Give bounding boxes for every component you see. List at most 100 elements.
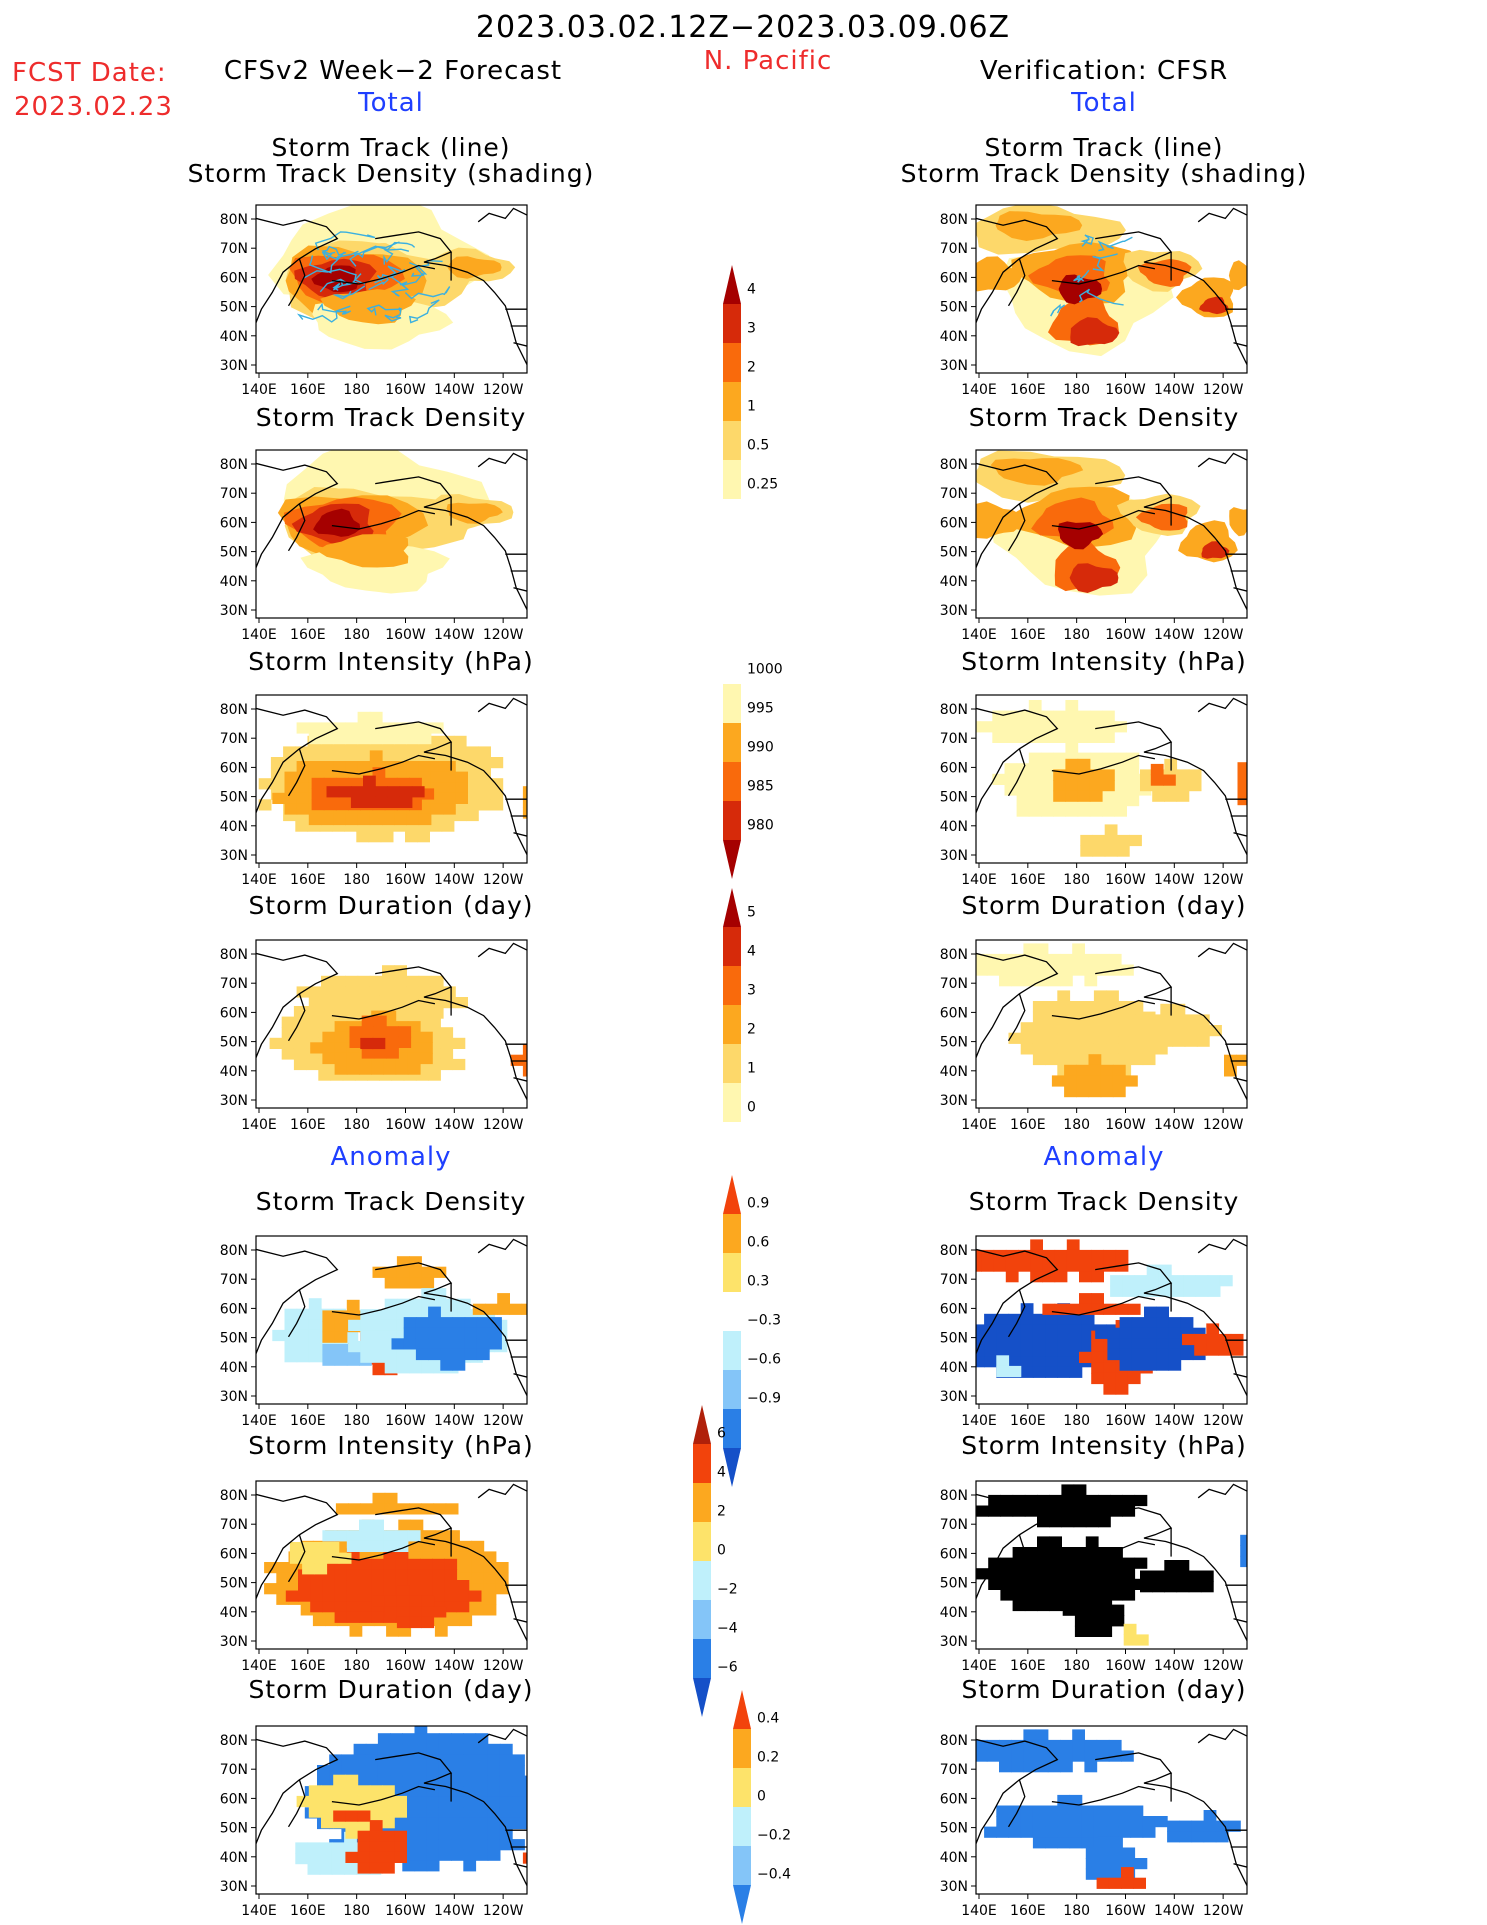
shaded-cell xyxy=(1087,1594,1100,1606)
y-tick-label: 70N xyxy=(940,486,968,502)
coastline xyxy=(1233,1618,1247,1623)
shaded-cell xyxy=(410,1519,424,1531)
shaded-cell xyxy=(426,1796,440,1808)
map-panel: 140E 160E 180 160W 140W 120W80N70N60N50N40N30… xyxy=(220,1725,528,1919)
shaded-cell xyxy=(453,799,467,811)
shaded-cell xyxy=(1098,1557,1111,1569)
shaded-cell xyxy=(382,771,395,783)
y-tick-label: 70N xyxy=(220,731,248,747)
shaded-cell xyxy=(1196,1025,1210,1037)
shaded-cell xyxy=(331,1863,345,1875)
shaded-cell xyxy=(1152,790,1165,802)
shaded-cell xyxy=(1118,1053,1132,1066)
y-tick-label: 30N xyxy=(940,848,968,864)
shaded-cell xyxy=(296,1308,310,1320)
shaded-cell xyxy=(1098,1494,1111,1507)
shaded-cell xyxy=(1020,1022,1034,1034)
shaded-cell xyxy=(986,953,1000,966)
shaded-cell xyxy=(308,986,322,998)
shaded-cell xyxy=(1084,953,1098,966)
shaded-cell xyxy=(321,975,334,987)
shaded-cell xyxy=(1064,1064,1077,1076)
shaded-cell xyxy=(1206,1344,1220,1356)
shaded-region xyxy=(313,508,361,537)
shaded-cell xyxy=(1023,953,1037,966)
shaded-cell xyxy=(993,1260,1007,1272)
shaded-cell xyxy=(1119,1348,1133,1361)
shaded-cell xyxy=(1054,1260,1068,1272)
shaded-cell xyxy=(996,1805,1010,1817)
shaded-cell xyxy=(440,1027,454,1039)
shaded-cell xyxy=(396,1595,410,1607)
shaded-cell xyxy=(476,1348,490,1361)
shaded-cell xyxy=(1042,1249,1056,1262)
shaded-cell xyxy=(487,1786,501,1798)
shaded-cell xyxy=(429,820,443,832)
shaded-cell xyxy=(451,1775,464,1787)
x-tick-label: 140W xyxy=(1154,627,1195,643)
shaded-cell xyxy=(334,1031,348,1043)
shaded-cell xyxy=(1045,1816,1058,1828)
shaded-cell xyxy=(464,1348,478,1361)
shaded-cell xyxy=(1236,1054,1247,1066)
shaded-cell xyxy=(345,1329,359,1342)
shaded-cell xyxy=(409,799,422,811)
shaded-cell xyxy=(1135,1634,1149,1646)
shaded-cell xyxy=(369,711,383,723)
shaded-cell xyxy=(333,771,346,783)
shaded-cell xyxy=(1130,1805,1144,1817)
shaded-cell xyxy=(1156,1327,1169,1339)
shaded-cell xyxy=(1131,1359,1145,1371)
shaded-cell xyxy=(1224,1065,1237,1077)
shaded-cell xyxy=(399,796,413,808)
shaded-cell xyxy=(1103,1249,1117,1262)
coastline xyxy=(1051,1295,1156,1316)
x-tick-label: 160E xyxy=(1010,1413,1046,1429)
shaded-cell xyxy=(988,1568,1001,1580)
shaded-cell xyxy=(1057,1001,1071,1013)
y-tick-label: 50N xyxy=(940,790,968,806)
shaded-cell xyxy=(1085,1536,1099,1548)
shaded-cell xyxy=(293,1048,307,1060)
colorbar-segment xyxy=(723,645,741,684)
shaded-cell xyxy=(1072,1750,1085,1762)
shaded-cell xyxy=(429,746,443,758)
y-tick-label: 70N xyxy=(220,486,248,502)
shaded-cell xyxy=(1122,1578,1136,1590)
shaded-cell xyxy=(1028,710,1042,722)
shaded-cell xyxy=(1119,1317,1133,1329)
shaded-cell xyxy=(1188,780,1202,792)
shaded-region xyxy=(320,459,430,489)
shaded-cell xyxy=(429,809,443,822)
coastline xyxy=(256,1738,339,1844)
shaded-cell xyxy=(372,767,386,779)
shaded-cell xyxy=(421,1503,435,1515)
shaded-cell xyxy=(1077,710,1091,722)
shaded-cell xyxy=(296,761,310,773)
shaded-cell xyxy=(447,1530,460,1542)
shaded-cell xyxy=(410,1551,424,1563)
shaded-cell xyxy=(1142,1816,1156,1828)
shaded-cell xyxy=(426,1839,440,1851)
shaded-cell xyxy=(409,1309,422,1321)
shaded-cell xyxy=(310,1580,323,1592)
shaded-cell xyxy=(1118,1816,1132,1828)
shaded-cell xyxy=(1037,1578,1050,1590)
shaded-cell xyxy=(1104,834,1118,847)
shaded-region xyxy=(1069,563,1119,593)
shaded-cell xyxy=(463,1775,477,1787)
shaded-cell xyxy=(457,1309,471,1321)
shaded-cell xyxy=(398,1625,412,1637)
shaded-cell xyxy=(390,1817,403,1830)
shaded-cell xyxy=(490,788,504,800)
shaded-cell xyxy=(1176,1570,1190,1582)
shaded-cell xyxy=(1037,1589,1050,1601)
shaded-cell xyxy=(341,1754,355,1766)
shaded-cell xyxy=(382,975,395,987)
map-panel: 140E 160E 180 160W 140W 120W80N70N60N50N40N30… xyxy=(220,449,528,643)
shaded-cell xyxy=(426,1733,440,1745)
shaded-cell xyxy=(411,786,425,798)
shaded-cell xyxy=(444,1569,458,1581)
shaded-cell xyxy=(1135,1025,1149,1037)
shaded-cell xyxy=(394,1851,407,1863)
